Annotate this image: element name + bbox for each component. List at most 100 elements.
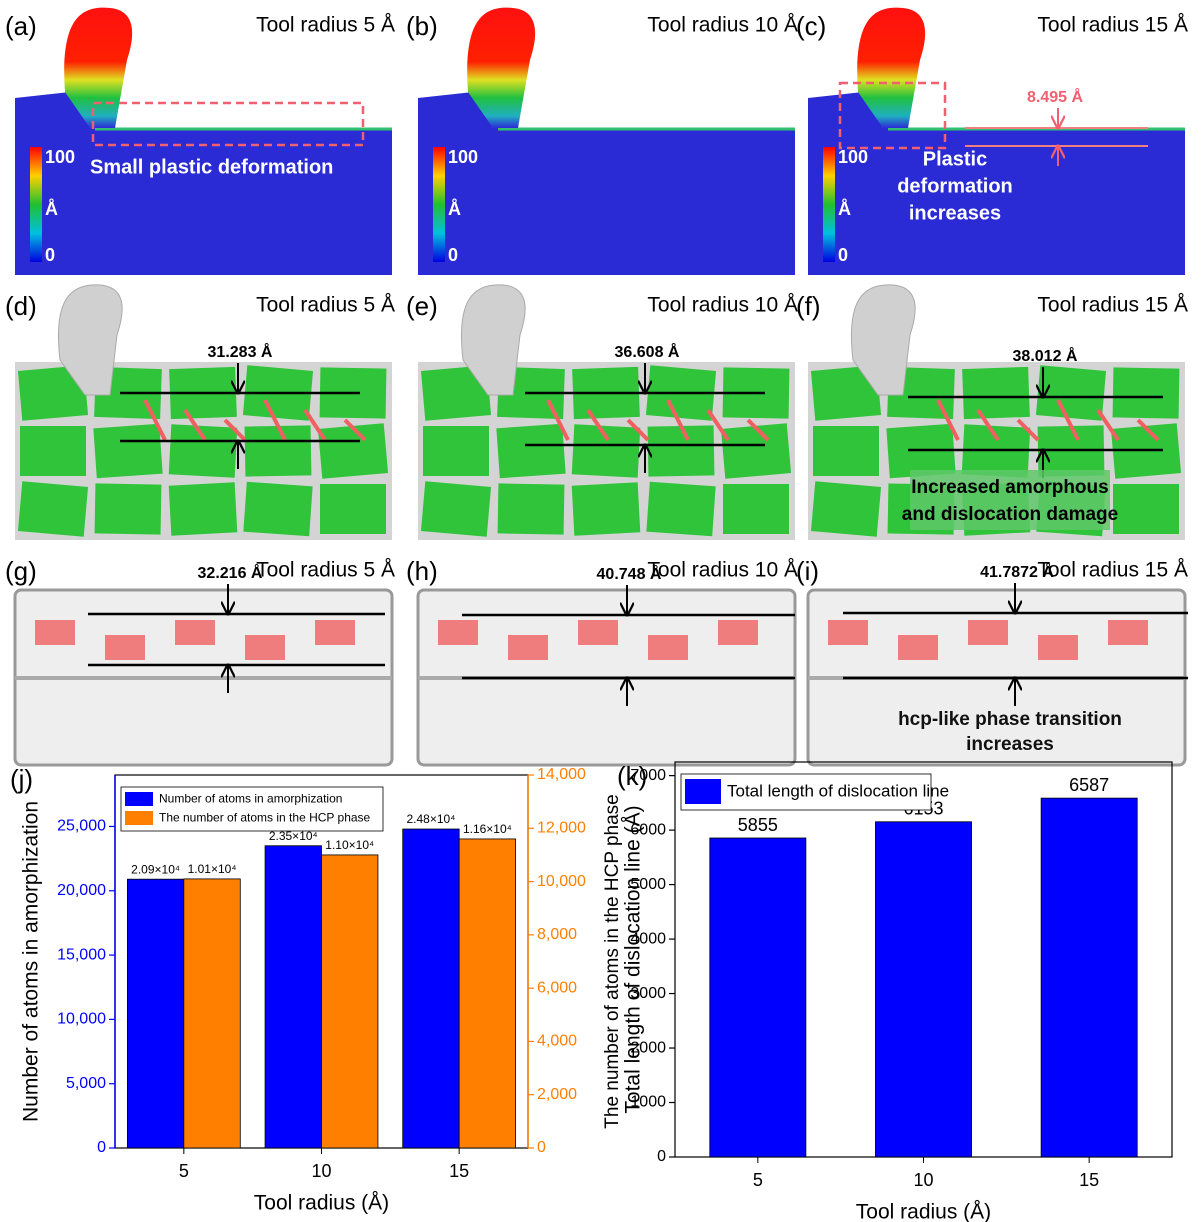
grain <box>17 365 89 421</box>
grain <box>571 424 641 478</box>
grain <box>1113 484 1179 534</box>
dislocation <box>666 399 690 441</box>
annotation: increases <box>909 202 1001 224</box>
dislocation <box>343 418 367 442</box>
grain <box>168 424 238 478</box>
colorbar-label: 100 <box>448 147 478 167</box>
y-tick-label: 0 <box>657 1148 666 1165</box>
grain <box>244 425 312 477</box>
annotation: Increased amorphous <box>911 477 1108 498</box>
bar <box>264 845 322 1149</box>
highlight-box <box>91 101 365 147</box>
hcp-cluster <box>1038 635 1078 660</box>
tool <box>850 284 916 396</box>
y2-tick-label: 0 <box>537 1139 546 1156</box>
x-axis-title: Tool radius (Å) <box>254 1192 389 1215</box>
hcp-cluster <box>508 635 548 660</box>
measure-label: 36.608 Å <box>615 342 680 361</box>
legend-label: Total length of dislocation line <box>727 781 949 800</box>
colorbar-label: 0 <box>838 245 848 265</box>
panel-label: (h) <box>406 556 438 586</box>
y2-tick-label: 4,000 <box>537 1033 577 1050</box>
panel-caption: Tool radius 15 Å <box>1037 14 1188 37</box>
value-label: 6587 <box>1069 775 1109 795</box>
dislocation <box>746 418 770 442</box>
grain <box>168 482 238 536</box>
grain <box>1035 365 1107 421</box>
value-label: 5855 <box>738 815 778 835</box>
y-axis-title: Total length of dislocation line (Å) <box>622 805 645 1113</box>
y-tick-label: 0 <box>97 1139 106 1156</box>
measure-label: 38.012 Å <box>1013 346 1078 365</box>
value-label: 2.35×10⁴ <box>269 829 318 843</box>
dislocation <box>546 399 570 441</box>
workpiece <box>418 92 795 275</box>
panel-label: (e) <box>406 291 438 321</box>
value-label: 1.10×10⁴ <box>325 838 374 852</box>
dislocation <box>183 408 207 442</box>
value-label: 2.48×10⁴ <box>407 812 456 826</box>
tool <box>460 284 526 396</box>
x-tick-label: 15 <box>449 1161 469 1181</box>
colorbar-label: 0 <box>448 245 458 265</box>
y2-tick-label: 2,000 <box>537 1086 577 1103</box>
grain <box>813 426 879 476</box>
panel-label: (k) <box>617 761 647 791</box>
grain <box>1112 367 1180 419</box>
panel-caption: Tool radius 10 Å <box>647 294 798 317</box>
panel-label: (b) <box>406 11 438 41</box>
panel-caption: Tool radius 5 Å <box>256 14 395 37</box>
grain <box>497 483 565 535</box>
hcp-cluster <box>1108 620 1148 645</box>
workpiece <box>808 92 1185 275</box>
grain <box>420 365 492 421</box>
colorbar <box>30 147 42 262</box>
annotation: hcp-like phase transition <box>898 709 1122 730</box>
grain <box>647 425 715 477</box>
y-tick-label: 15,000 <box>57 946 106 963</box>
dislocation <box>706 408 730 442</box>
highlight-box <box>838 81 947 150</box>
panel-label: (d) <box>5 291 37 321</box>
dislocation <box>1016 418 1040 442</box>
panel-caption: Tool radius 15 Å <box>1037 294 1188 317</box>
y2-tick-label: 14,000 <box>537 766 586 783</box>
colorbar-label: Å <box>838 199 851 219</box>
grain <box>93 423 163 479</box>
dislocation <box>976 408 1000 442</box>
annotation: increases <box>966 734 1054 755</box>
bar <box>1040 797 1138 1158</box>
y-tick-label: 7000 <box>630 767 666 784</box>
panel-caption: Tool radius 10 Å <box>647 14 798 37</box>
colorbar-label: Å <box>45 199 58 219</box>
bar <box>458 838 517 1149</box>
measure-label: 41.7872 Å <box>980 562 1054 581</box>
grain <box>420 481 492 537</box>
y2-tick-label: 10,000 <box>537 873 586 890</box>
hcp-cluster <box>898 635 938 660</box>
panel-label: (g) <box>5 556 37 586</box>
measure-label: 32.216 Å <box>198 563 263 582</box>
x-tick-label: 5 <box>179 1161 189 1181</box>
panel-caption: Tool radius 10 Å <box>647 559 798 582</box>
y-tick-label: 3000 <box>630 985 666 1002</box>
grain <box>317 423 389 479</box>
y-tick-label: 1000 <box>630 1094 666 1111</box>
bar <box>709 837 807 1158</box>
panel-label: (f) <box>796 291 821 321</box>
dislocation <box>586 408 610 442</box>
colorbar-label: Å <box>448 199 461 219</box>
y2-axis-title: The number of atoms in the HCP phase <box>602 794 623 1128</box>
y-tick-label: 10,000 <box>57 1011 106 1028</box>
x-tick-label: 5 <box>753 1170 763 1190</box>
hcp-cluster <box>175 620 215 645</box>
colorbar-label: 0 <box>45 245 55 265</box>
dim-label: 8.495 Å <box>1027 87 1083 106</box>
grain <box>243 481 313 537</box>
grain <box>723 484 789 534</box>
hcp-cluster <box>648 635 688 660</box>
colorbar-label: 100 <box>838 147 868 167</box>
grain <box>810 481 882 537</box>
x-tick-label: 15 <box>1079 1170 1099 1190</box>
dislocation <box>263 399 287 441</box>
